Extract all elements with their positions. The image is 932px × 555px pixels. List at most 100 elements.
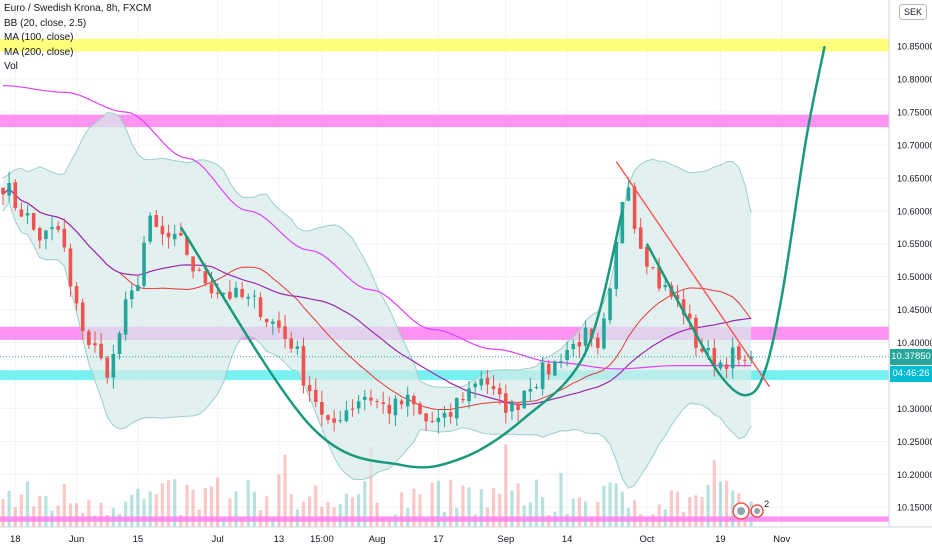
- candle-body: [221, 292, 226, 295]
- indicator-legend: Euro / Swedish Krona, 8h, FXCM BB (20, c…: [4, 2, 151, 75]
- volume-bar: [498, 493, 502, 527]
- candle-body: [313, 389, 318, 402]
- chart-drawings[interactable]: [0, 45, 889, 469]
- currency-badge[interactable]: SEK: [899, 4, 927, 20]
- price-tick-label: 10.40000: [897, 338, 932, 348]
- candle-body: [179, 233, 183, 236]
- candle-body: [160, 225, 165, 235]
- volume-bar: [87, 499, 91, 527]
- candle-body: [68, 248, 73, 287]
- price-tick-label: 10.15000: [897, 503, 932, 513]
- volume-bar: [596, 501, 600, 527]
- candle-body: [393, 398, 398, 416]
- candle-body: [166, 232, 171, 238]
- candle-body: [442, 412, 447, 418]
- symbol-title[interactable]: Euro / Swedish Krona, 8h, FXCM: [4, 3, 152, 14]
- candle-body: [148, 215, 152, 242]
- price-tick-label: 10.70000: [897, 140, 932, 150]
- legend-vol[interactable]: Vol: [4, 61, 18, 72]
- price-tick-label: 10.65000: [897, 173, 932, 183]
- volume-bar: [148, 491, 152, 527]
- volume-bar: [166, 480, 171, 527]
- volume-bar: [271, 518, 275, 527]
- volume-bar: [675, 491, 680, 527]
- candle-body: [87, 331, 91, 346]
- volume-bar: [620, 491, 624, 527]
- time-tick-label: 19: [715, 534, 726, 545]
- volume-bar: [246, 479, 250, 527]
- ma200-line: [2, 85, 752, 370]
- volume-bar: [541, 496, 545, 527]
- volume-bar: [491, 488, 496, 527]
- volume-bar: [344, 493, 348, 527]
- price-axis: 10.1500010.2000010.2500010.3000010.35000…: [888, 0, 932, 550]
- candle-body: [320, 402, 324, 415]
- volume-bar: [307, 496, 312, 527]
- candle-body: [737, 346, 741, 360]
- volume-bar: [240, 517, 244, 527]
- volume-bar: [136, 488, 140, 527]
- volume-bar: [583, 501, 588, 527]
- candle-body: [749, 356, 753, 360]
- volume-bar: [222, 517, 226, 527]
- bb-lower-line: [2, 201, 752, 489]
- candle-body: [448, 412, 453, 417]
- volume-bar: [522, 505, 526, 527]
- candle-body: [430, 420, 435, 422]
- event-markers[interactable]: 2: [732, 499, 769, 520]
- volume-bar: [608, 482, 612, 527]
- candle-body: [632, 186, 637, 229]
- candle-body: [399, 400, 404, 405]
- bollinger-bands: [2, 112, 752, 489]
- volume-bar: [228, 498, 232, 527]
- candle-body: [614, 241, 618, 289]
- time-tick-label: Nov: [773, 534, 790, 545]
- candle-body: [645, 246, 649, 267]
- time-tick-label: 18: [10, 534, 21, 545]
- candle-body: [93, 343, 97, 346]
- volume-bar: [369, 446, 373, 527]
- candle-body: [712, 348, 717, 367]
- candle-body: [25, 213, 30, 216]
- moving-averages: [2, 85, 752, 411]
- candle-body: [356, 401, 361, 409]
- volume-bar: [252, 491, 257, 527]
- candle-body: [522, 390, 527, 409]
- volume-bar: [203, 487, 207, 527]
- price-tick-label: 10.85000: [897, 42, 932, 52]
- legend-ma200[interactable]: MA (200, close): [4, 46, 74, 58]
- legend-bb[interactable]: BB (20, close, 2.5): [4, 17, 87, 29]
- candle-body: [743, 359, 747, 361]
- volume-bar: [209, 486, 214, 527]
- volume-bar: [68, 503, 73, 527]
- candle-body: [583, 327, 588, 346]
- candle-body: [191, 256, 195, 272]
- price-tick-label: 10.25000: [897, 437, 932, 447]
- candle-body: [44, 230, 48, 239]
- candle-body: [497, 387, 502, 395]
- price-tick-label: 10.30000: [897, 404, 932, 414]
- volume-bar: [185, 484, 189, 527]
- volume-bar: [449, 479, 453, 527]
- candle-body: [295, 346, 300, 349]
- candle-body: [80, 302, 85, 332]
- volume-bar: [504, 444, 508, 527]
- candle-body: [540, 362, 545, 389]
- candle-body: [252, 295, 257, 297]
- volume-bar: [418, 494, 422, 527]
- volume-bar: [1, 499, 5, 527]
- volume-bar: [216, 477, 220, 527]
- candle-body: [473, 383, 477, 388]
- candle-body: [209, 283, 214, 294]
- candle-body: [491, 386, 496, 390]
- candle-body: [375, 401, 379, 403]
- candle-body: [424, 413, 428, 422]
- volume-bar: [99, 502, 103, 527]
- candle-body: [362, 396, 367, 400]
- legend-ma100[interactable]: MA (100, close): [4, 32, 74, 43]
- zone-yellow: [0, 38, 889, 52]
- volume-bar: [357, 494, 361, 527]
- price-tick-label: 10.50000: [897, 272, 932, 282]
